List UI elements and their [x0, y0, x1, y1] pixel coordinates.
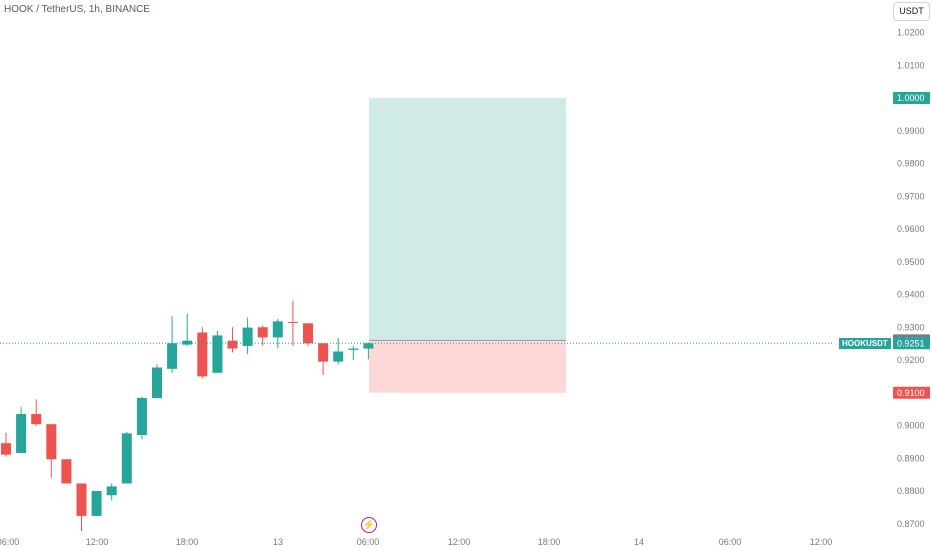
stop-price-label-text: 0.9100 [897, 388, 925, 398]
stop-price-label-bg [893, 386, 930, 399]
x-tick-label: 12:00 [448, 537, 471, 547]
candle [303, 323, 313, 346]
candles [1, 300, 374, 531]
candle-body [287, 322, 298, 324]
x-tick-label: 06:00 [357, 537, 380, 547]
candle-body [257, 327, 268, 338]
candle-body [182, 340, 193, 345]
candle-body [272, 321, 283, 338]
x-tick-label: 06:00 [0, 537, 19, 547]
x-tick-label: 18:00 [538, 537, 561, 547]
x-tick-label: 12:00 [86, 537, 109, 547]
x-tick-label: 12:00 [810, 537, 833, 547]
candle-body [46, 424, 57, 460]
candle [227, 327, 238, 353]
candle [348, 345, 359, 360]
y-tick-label: 0.8900 [897, 453, 925, 463]
candle [1, 432, 11, 457]
candle [136, 396, 147, 440]
candle-body [152, 367, 162, 398]
y-tick-label: 0.9700 [897, 191, 925, 201]
candle [31, 399, 42, 426]
candle-body [61, 459, 72, 484]
y-tick-label: 0.9500 [897, 257, 925, 267]
candle-body [363, 343, 374, 349]
candle-body [16, 414, 27, 454]
candle-body [136, 397, 147, 435]
candle [242, 317, 253, 355]
candle [197, 327, 208, 379]
candle [257, 325, 268, 346]
y-tick-label: 0.9600 [897, 224, 925, 234]
y-tick-label: 0.9200 [897, 355, 925, 365]
candle [182, 313, 193, 346]
candle-body [333, 351, 344, 362]
currency-button[interactable]: USDT [893, 2, 930, 21]
candle [333, 338, 344, 365]
last-price-label-text: 0.9251 [897, 338, 925, 348]
candle-body [303, 323, 313, 344]
candle [106, 483, 117, 501]
x-tick-label: 14 [634, 537, 644, 547]
candle-body [212, 335, 223, 373]
candle-body [318, 343, 329, 362]
y-tick-label: 0.9300 [897, 322, 925, 332]
stop-zone [369, 340, 566, 393]
candle-body [1, 443, 11, 455]
candle [363, 342, 374, 360]
candle [46, 424, 57, 478]
y-tick-label: 0.9800 [897, 159, 925, 169]
candle-body [348, 348, 359, 350]
x-tick-label: 18:00 [176, 537, 199, 547]
target-price-label-bg [893, 92, 930, 104]
candle [287, 300, 298, 346]
symbol-tag: HOOKUSDT [839, 338, 891, 349]
y-tick-label: 0.9900 [897, 126, 925, 136]
y-tick-label: 0.9400 [897, 290, 925, 300]
x-tick-label: 06:00 [719, 537, 742, 547]
candle-body [197, 332, 208, 377]
y-tick-label: 0.9000 [897, 421, 925, 431]
y-tick-label: 0.8800 [897, 486, 925, 496]
lightning-icon[interactable]: ⚡ [361, 517, 377, 533]
candle-body [31, 414, 42, 425]
target-price-label-text: 1.0000 [897, 93, 925, 103]
y-tick-label: 1.0100 [897, 60, 925, 70]
target-price-label: 1.0000 [893, 92, 930, 104]
candle [76, 483, 87, 531]
y-tick-label: 0.8700 [897, 519, 925, 529]
candle [212, 330, 223, 373]
candle [16, 407, 27, 454]
candle-body [106, 486, 117, 496]
x-tick-label: 13 [273, 537, 283, 547]
candle [91, 491, 102, 516]
stop-price-label: 0.9100 [893, 386, 930, 399]
candle-body [76, 483, 87, 516]
candle [272, 319, 283, 349]
time-axis[interactable]: 06:00 12:00 18:00 13 06:00 12:00 18:00 14 06:00 1… [0, 537, 832, 547]
candle-body [167, 343, 178, 369]
candle [121, 432, 132, 484]
candle-body [91, 491, 102, 516]
candle [61, 459, 72, 484]
last-price-label: 0.9251 [893, 337, 930, 350]
candle-body [227, 340, 238, 349]
candle-body [242, 327, 253, 346]
y-tick-label: 1.0200 [897, 28, 925, 38]
target-zone [369, 98, 566, 341]
last-price-label-bg [893, 337, 930, 350]
candle [167, 316, 178, 373]
chart-title: HOOK / TetherUS, 1h, BINANCE [4, 4, 150, 15]
candle [318, 343, 329, 376]
candle-body [121, 433, 132, 484]
candle [152, 364, 162, 398]
long-position-tool[interactable] [369, 98, 566, 393]
